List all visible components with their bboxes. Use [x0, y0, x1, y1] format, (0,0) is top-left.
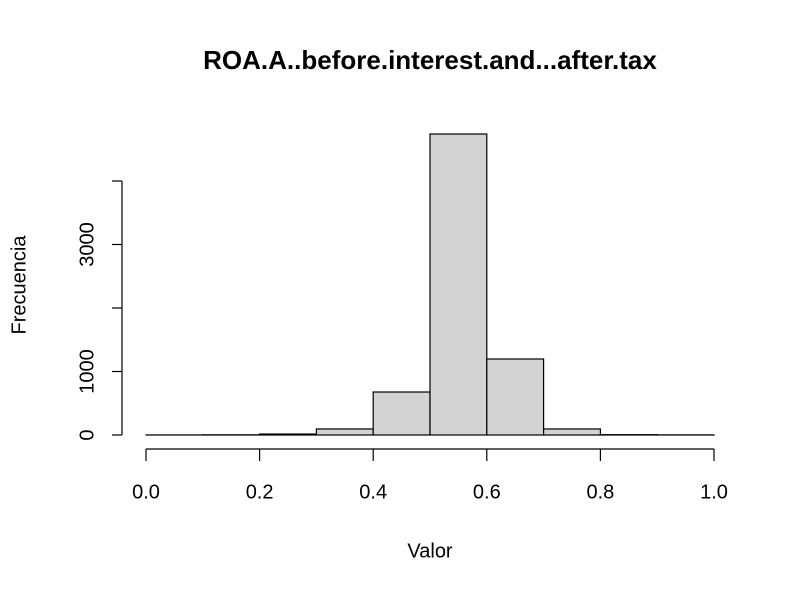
- bar: [315, 428, 374, 436]
- bar: [486, 358, 545, 436]
- y-tick-label: 0: [76, 429, 98, 440]
- x-tick-label: 0.4: [359, 481, 387, 503]
- x-tick-label: 1.0: [700, 481, 728, 503]
- bar: [372, 391, 431, 436]
- x-axis-label: Valor: [407, 540, 453, 562]
- x-tick-label: 0.8: [586, 481, 614, 503]
- x-tick-label: 0.0: [132, 481, 160, 503]
- bar: [542, 428, 601, 436]
- y-axis-label: Frecuencia: [8, 235, 30, 335]
- bar: [259, 433, 318, 436]
- chart-title: ROA.A..before.interest.and...after.tax: [203, 45, 657, 75]
- y-tick-label: 1000: [76, 349, 98, 394]
- bar: [429, 133, 488, 436]
- y-tick-label: 3000: [76, 222, 98, 267]
- x-tick-label: 0.2: [246, 481, 274, 503]
- x-tick-label: 0.6: [473, 481, 501, 503]
